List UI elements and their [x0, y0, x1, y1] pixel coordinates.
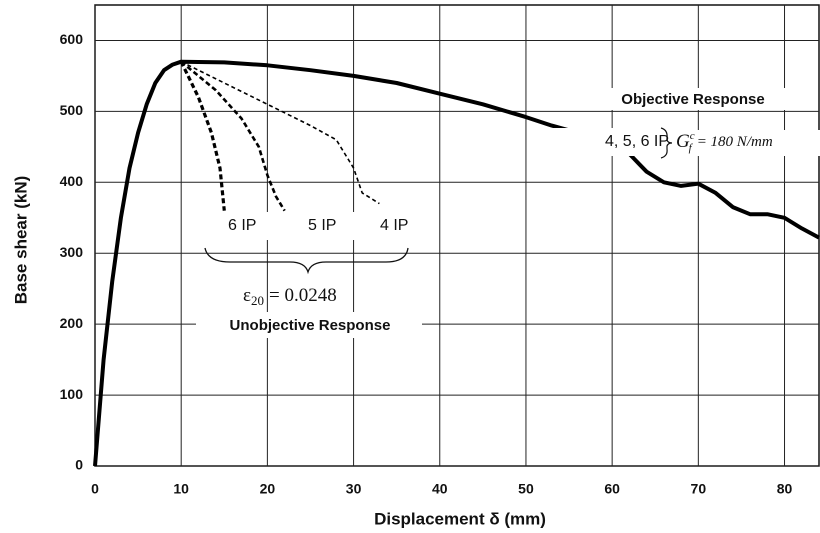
series-label: 4, 5, 6 IP	[605, 133, 669, 150]
annotation: Unobjective Response	[230, 317, 391, 334]
x-tick-label: 70	[691, 481, 707, 497]
y-tick-label: 400	[60, 173, 84, 189]
x-tick-label: 0	[91, 481, 99, 497]
annotations: Objective Response Unobjective Response …	[182, 88, 820, 338]
label-backdrop	[196, 312, 422, 338]
lines	[93, 59, 820, 467]
y-axis-label: Base shear (kN)	[11, 176, 30, 305]
series-label: 5 IP	[308, 217, 336, 234]
symbol: G	[676, 131, 690, 152]
y-tick-label: 600	[60, 31, 84, 47]
x-tick-label: 80	[777, 481, 793, 497]
series-line	[180, 60, 380, 205]
x-tick-label: 40	[432, 481, 448, 497]
brace	[204, 247, 409, 275]
x-tick-label: 50	[518, 481, 534, 497]
series-label: 4 IP	[380, 217, 408, 234]
y-tick-label: 200	[60, 315, 84, 331]
annotation: ε20 = 0.0248	[243, 285, 337, 308]
x-axis-label: Displacement δ (mm)	[374, 509, 546, 528]
label-backdrop	[664, 130, 820, 156]
annotation-text: = 0.0248	[269, 285, 337, 306]
x-tick-label: 20	[260, 481, 276, 497]
annotation-text: = 180 N/mm	[697, 134, 773, 150]
superscript: c	[690, 130, 695, 142]
series-line	[179, 61, 226, 211]
x-tick-label: 30	[346, 481, 362, 497]
brace	[660, 127, 673, 159]
annotation: Gc f = 180 N/mm	[676, 130, 773, 154]
x-tick-label: 60	[604, 481, 620, 497]
label-backdrop	[596, 88, 792, 110]
series-line	[180, 60, 286, 212]
annotation: Objective Response	[621, 91, 764, 108]
label-backdrop	[182, 212, 418, 240]
y-tick-label: 0	[75, 457, 83, 473]
series-label: 6 IP	[228, 217, 256, 234]
y-tick-label: 500	[60, 102, 84, 118]
subscript: 20	[251, 293, 264, 308]
series-line	[93, 59, 820, 467]
symbol: ε	[243, 285, 251, 306]
y-tick-label: 300	[60, 244, 84, 260]
label-backdrop	[552, 128, 658, 156]
subscript: f	[689, 142, 694, 154]
x-tick-label: 10	[173, 481, 189, 497]
y-tick-label: 100	[60, 386, 84, 402]
